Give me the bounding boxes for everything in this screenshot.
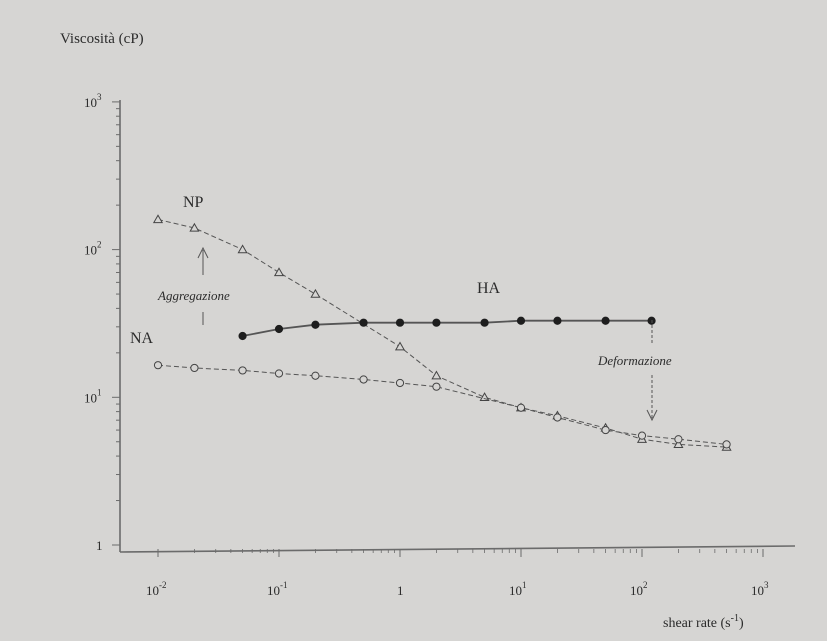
y-tick-label: 102 [84, 240, 102, 258]
aggregazione-arrow [197, 246, 209, 325]
data-point [553, 413, 562, 422]
data-point [310, 288, 321, 298]
y-tick-label: 1 [96, 538, 103, 553]
series-na [153, 361, 731, 449]
series-ha [238, 316, 656, 341]
data-point [553, 316, 562, 325]
data-point [237, 244, 248, 254]
data-point [238, 331, 247, 341]
data-point [311, 320, 320, 329]
series-line [157, 219, 727, 448]
data-point [516, 316, 526, 325]
data-point [601, 425, 610, 435]
x-axis-title-sup: -1 [731, 613, 739, 624]
label-ha: HA [477, 280, 501, 297]
data-point [674, 435, 683, 444]
data-point [432, 382, 441, 391]
series-layer [152, 214, 732, 451]
data-point [479, 392, 490, 401]
data-point [190, 363, 199, 373]
data-point [395, 318, 405, 327]
x-axis-ticks: 10-2 10-1 1 101 102 103 [146, 549, 769, 598]
data-point [274, 369, 284, 378]
x-axis-title-close: ) [739, 616, 744, 631]
y-axis-ticks: 1 101 102 103 [84, 92, 120, 553]
data-point [431, 370, 442, 380]
data-point [359, 318, 368, 327]
label-aggregazione: Aggregazione [157, 288, 230, 303]
y-axis-title: Viscosità (cP) [60, 31, 144, 47]
x-tick-label: 103 [751, 580, 769, 598]
data-point [601, 316, 610, 325]
label-na: NA [130, 330, 154, 347]
data-point [637, 431, 647, 440]
data-point [153, 361, 163, 370]
data-point [722, 440, 731, 449]
x-axis-title: shear rate (s-1) [663, 613, 744, 631]
data-point [359, 375, 368, 384]
x-tick-label: 10-2 [146, 580, 167, 598]
deformazione-arrow [646, 320, 658, 422]
label-deformazione: Deformazione [597, 353, 672, 368]
series-line [157, 364, 727, 445]
y-tick-label: 101 [84, 387, 102, 405]
x-tick-label: 10-1 [267, 580, 288, 598]
data-point [432, 318, 441, 327]
data-point [274, 324, 284, 334]
label-np: NP [183, 194, 204, 211]
x-tick-label: 1 [397, 583, 404, 598]
data-point [516, 403, 526, 412]
data-point [189, 222, 200, 232]
x-tick-label: 101 [509, 580, 527, 598]
x-tick-label: 102 [630, 580, 648, 598]
x-axis-title-text: shear rate (s [663, 616, 731, 631]
data-point [273, 267, 285, 277]
data-point [673, 439, 684, 449]
data-point [395, 378, 405, 388]
data-point [238, 366, 247, 375]
data-point [394, 341, 406, 351]
data-point [480, 318, 489, 327]
y-tick-label: 103 [84, 92, 102, 110]
data-point [152, 214, 164, 224]
data-point [311, 371, 320, 380]
